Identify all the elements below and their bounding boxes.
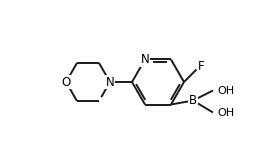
Text: F: F <box>198 59 204 73</box>
Text: B: B <box>189 94 197 107</box>
Text: N: N <box>106 75 114 89</box>
Text: N: N <box>141 53 149 66</box>
Text: OH: OH <box>217 85 234 95</box>
Text: O: O <box>61 75 71 89</box>
Text: OH: OH <box>217 107 234 118</box>
